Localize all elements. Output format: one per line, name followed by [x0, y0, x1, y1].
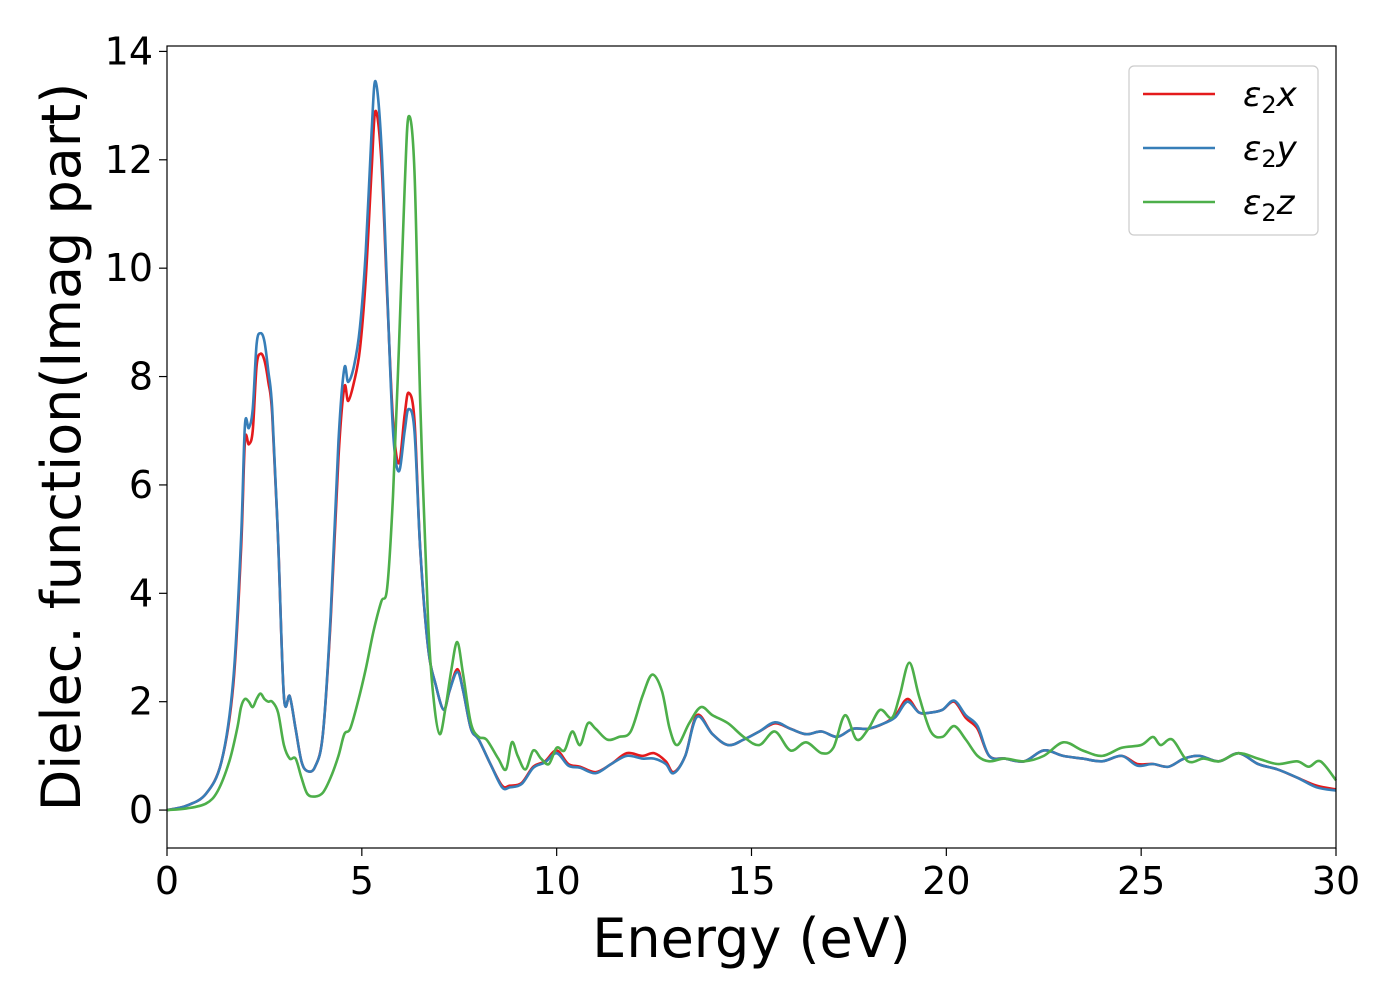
- y-tick-label: 14: [105, 29, 153, 73]
- legend-box: [1128, 65, 1319, 236]
- y-axis-label: Dielec. function(Imag part): [30, 83, 93, 812]
- y-tick-label: 8: [129, 355, 153, 399]
- legend-entry: ε2x: [1243, 75, 1298, 119]
- series-line-z: [166, 114, 1338, 812]
- series-layer: [166, 79, 1338, 812]
- x-tick-label: 15: [727, 859, 775, 903]
- y-tick-label: 4: [129, 571, 153, 615]
- x-tick-label: 30: [1312, 859, 1360, 903]
- legend-entry: ε2z: [1243, 183, 1296, 227]
- x-tick-label: 10: [532, 859, 580, 903]
- x-tick-label: 20: [922, 859, 970, 903]
- y-axis: 0 2 4 6 8 10 12 14: [105, 29, 167, 832]
- legend-entry: ε2y: [1243, 129, 1298, 173]
- y-tick-label: 2: [129, 680, 153, 724]
- legend: ε2x ε2y ε2z: [1128, 65, 1319, 236]
- x-axis: 0 5 10 15 20 25 30: [155, 848, 1360, 903]
- y-tick-label: 0: [129, 788, 153, 832]
- y-tick-label: 12: [105, 138, 153, 182]
- x-tick-label: 25: [1117, 859, 1165, 903]
- x-tick-label: 0: [155, 859, 179, 903]
- x-tick-label: 5: [350, 859, 374, 903]
- x-axis-label: Energy (eV): [592, 907, 911, 970]
- y-tick-label: 6: [129, 463, 153, 507]
- y-tick-label: 10: [105, 246, 153, 290]
